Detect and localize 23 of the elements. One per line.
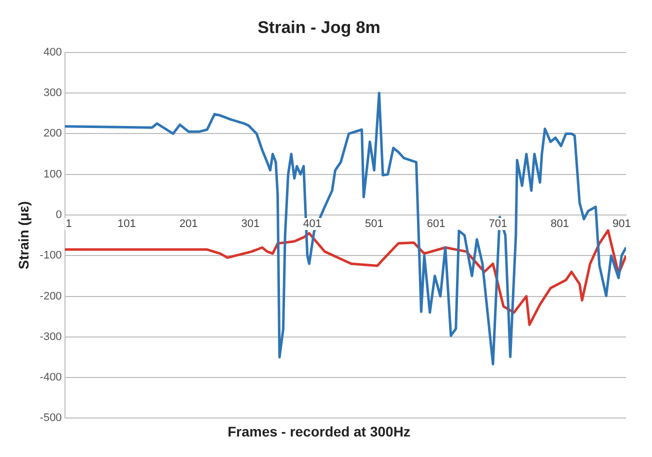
y-tick-label: 0 [56, 209, 62, 222]
x-tick-label: 801 [550, 218, 569, 230]
x-tick-label: 101 [118, 218, 136, 230]
y-tick-label: -200 [40, 290, 62, 302]
x-tick-label: 1 [66, 218, 72, 230]
y-tick-label: -100 [40, 250, 62, 262]
chart-title: Strain - Jog 8m [258, 18, 380, 37]
y-tick-label: 200 [43, 128, 62, 140]
x-tick-label: 501 [365, 218, 384, 230]
x-tick-label: 601 [426, 218, 446, 230]
x-tick-label: 201 [179, 218, 198, 230]
x-tick-label: 301 [241, 218, 260, 230]
y-tick-label: 400 [43, 46, 62, 58]
y-tick-label: 300 [43, 87, 62, 100]
x-tick-label: 701 [488, 218, 508, 230]
y-axis-title: Strain (με) [15, 201, 32, 270]
x-axis-title: Frames - recorded at 300Hz [228, 423, 410, 440]
y-tick-label: 100 [43, 168, 62, 180]
y-tick-label: -500 [40, 412, 62, 424]
x-tick-label: 901 [612, 218, 631, 230]
y-tick-label: -400 [40, 372, 62, 384]
x-tick-label: 401 [303, 218, 322, 230]
y-tick-label: -300 [40, 330, 62, 343]
